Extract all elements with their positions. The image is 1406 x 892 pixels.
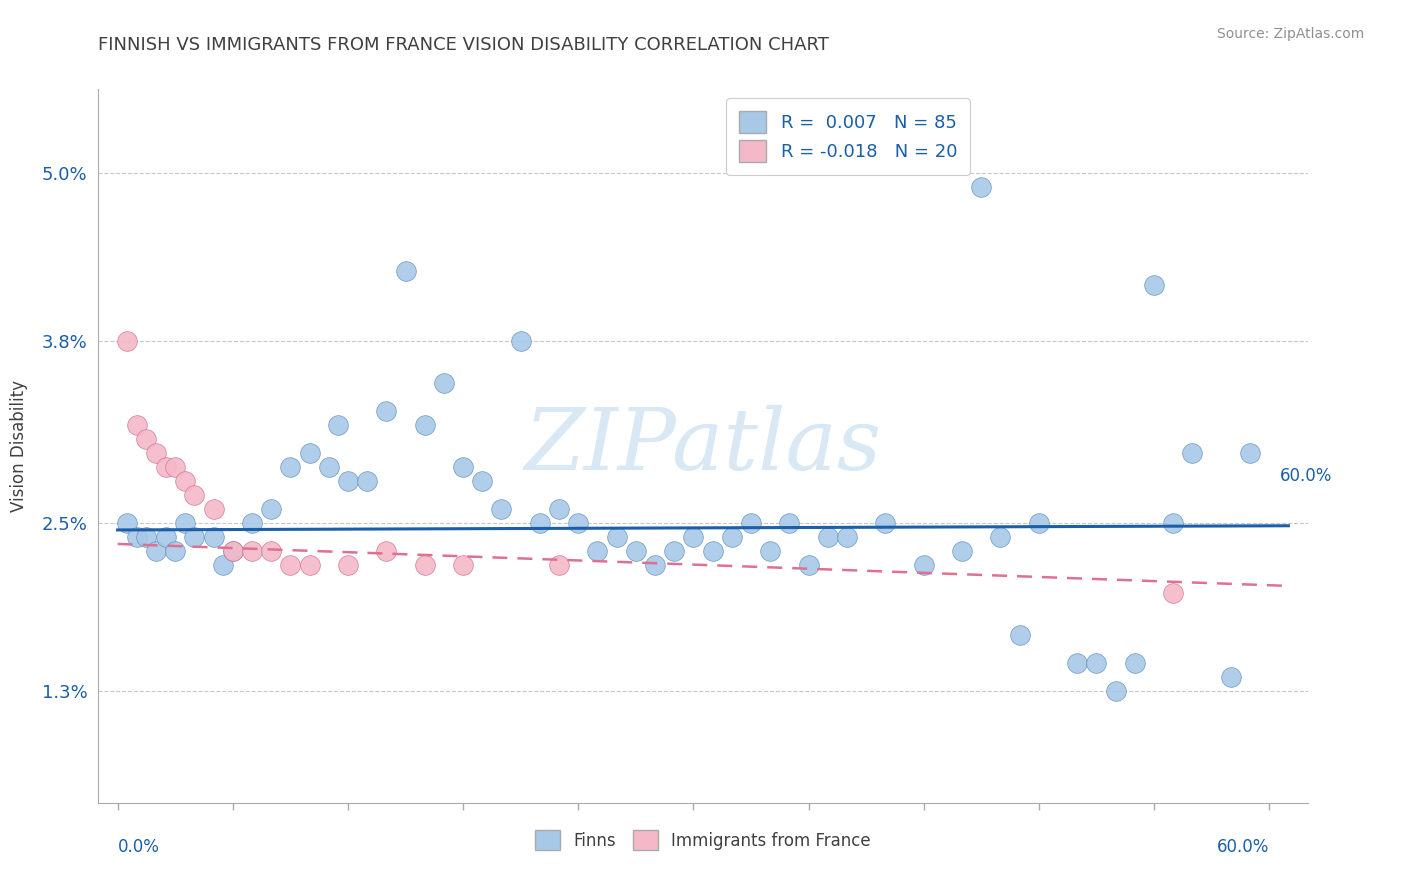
Point: [740, 516, 762, 530]
Point: [260, 544, 283, 558]
Point: [548, 558, 571, 572]
Point: [240, 544, 263, 558]
Point: [606, 530, 628, 544]
Point: [1143, 278, 1166, 293]
Point: [1219, 670, 1241, 684]
Point: [328, 417, 350, 432]
Point: [1008, 628, 1031, 642]
Point: [413, 558, 436, 572]
Point: [375, 544, 398, 558]
Legend: Finns, Immigrants from France: Finns, Immigrants from France: [527, 822, 879, 859]
Point: [1066, 656, 1088, 670]
Point: [1104, 684, 1126, 698]
Point: [115, 516, 138, 530]
Point: [1161, 586, 1184, 600]
Point: [356, 474, 378, 488]
Point: [491, 502, 513, 516]
Point: [222, 544, 245, 558]
Point: [586, 544, 609, 558]
Point: [759, 544, 782, 558]
Point: [970, 180, 993, 194]
Point: [165, 460, 187, 475]
Point: [1161, 516, 1184, 530]
Point: [394, 264, 416, 278]
Point: [222, 544, 245, 558]
Point: [548, 502, 571, 516]
Point: [202, 530, 225, 544]
Point: [835, 530, 858, 544]
Point: [135, 530, 157, 544]
Point: [280, 460, 302, 475]
Y-axis label: Vision Disability: Vision Disability: [10, 380, 28, 512]
Point: [644, 558, 666, 572]
Point: [1123, 656, 1146, 670]
Point: [336, 474, 359, 488]
Point: [950, 544, 973, 558]
Text: Source: ZipAtlas.com: Source: ZipAtlas.com: [1216, 27, 1364, 41]
Point: [125, 530, 148, 544]
Point: [260, 502, 283, 516]
Point: [298, 558, 321, 572]
Point: [155, 460, 177, 475]
Point: [135, 432, 157, 446]
Text: FINNISH VS IMMIGRANTS FROM FRANCE VISION DISABILITY CORRELATION CHART: FINNISH VS IMMIGRANTS FROM FRANCE VISION…: [98, 36, 830, 54]
Point: [720, 530, 742, 544]
Point: [145, 446, 167, 460]
Point: [183, 530, 205, 544]
Point: [471, 474, 494, 488]
Text: 60.0%: 60.0%: [1216, 838, 1270, 855]
Point: [509, 334, 531, 348]
Point: [682, 530, 704, 544]
Point: [298, 446, 321, 460]
Point: [702, 544, 724, 558]
Text: ZIPatlas: ZIPatlas: [524, 405, 882, 487]
Point: [912, 558, 935, 572]
Point: [165, 544, 187, 558]
Point: [451, 460, 474, 475]
Point: [451, 558, 474, 572]
Point: [212, 558, 235, 572]
Point: [778, 516, 800, 530]
Point: [875, 516, 897, 530]
Point: [183, 488, 205, 502]
Point: [173, 474, 195, 488]
Point: [624, 544, 647, 558]
Point: [375, 404, 398, 418]
Point: [115, 334, 138, 348]
Point: [797, 558, 820, 572]
Text: 60.0%: 60.0%: [1279, 467, 1331, 485]
Point: [125, 417, 148, 432]
Point: [280, 558, 302, 572]
Point: [1028, 516, 1050, 530]
Point: [202, 502, 225, 516]
Point: [336, 558, 359, 572]
Point: [155, 530, 177, 544]
Point: [318, 460, 340, 475]
Point: [433, 376, 456, 390]
Point: [664, 544, 686, 558]
Point: [567, 516, 589, 530]
Point: [1085, 656, 1108, 670]
Point: [990, 530, 1012, 544]
Point: [1239, 446, 1261, 460]
Point: [413, 417, 436, 432]
Point: [145, 544, 167, 558]
Point: [240, 516, 263, 530]
Text: 0.0%: 0.0%: [118, 838, 159, 855]
Point: [817, 530, 839, 544]
Point: [173, 516, 195, 530]
Point: [529, 516, 551, 530]
Point: [1181, 446, 1204, 460]
